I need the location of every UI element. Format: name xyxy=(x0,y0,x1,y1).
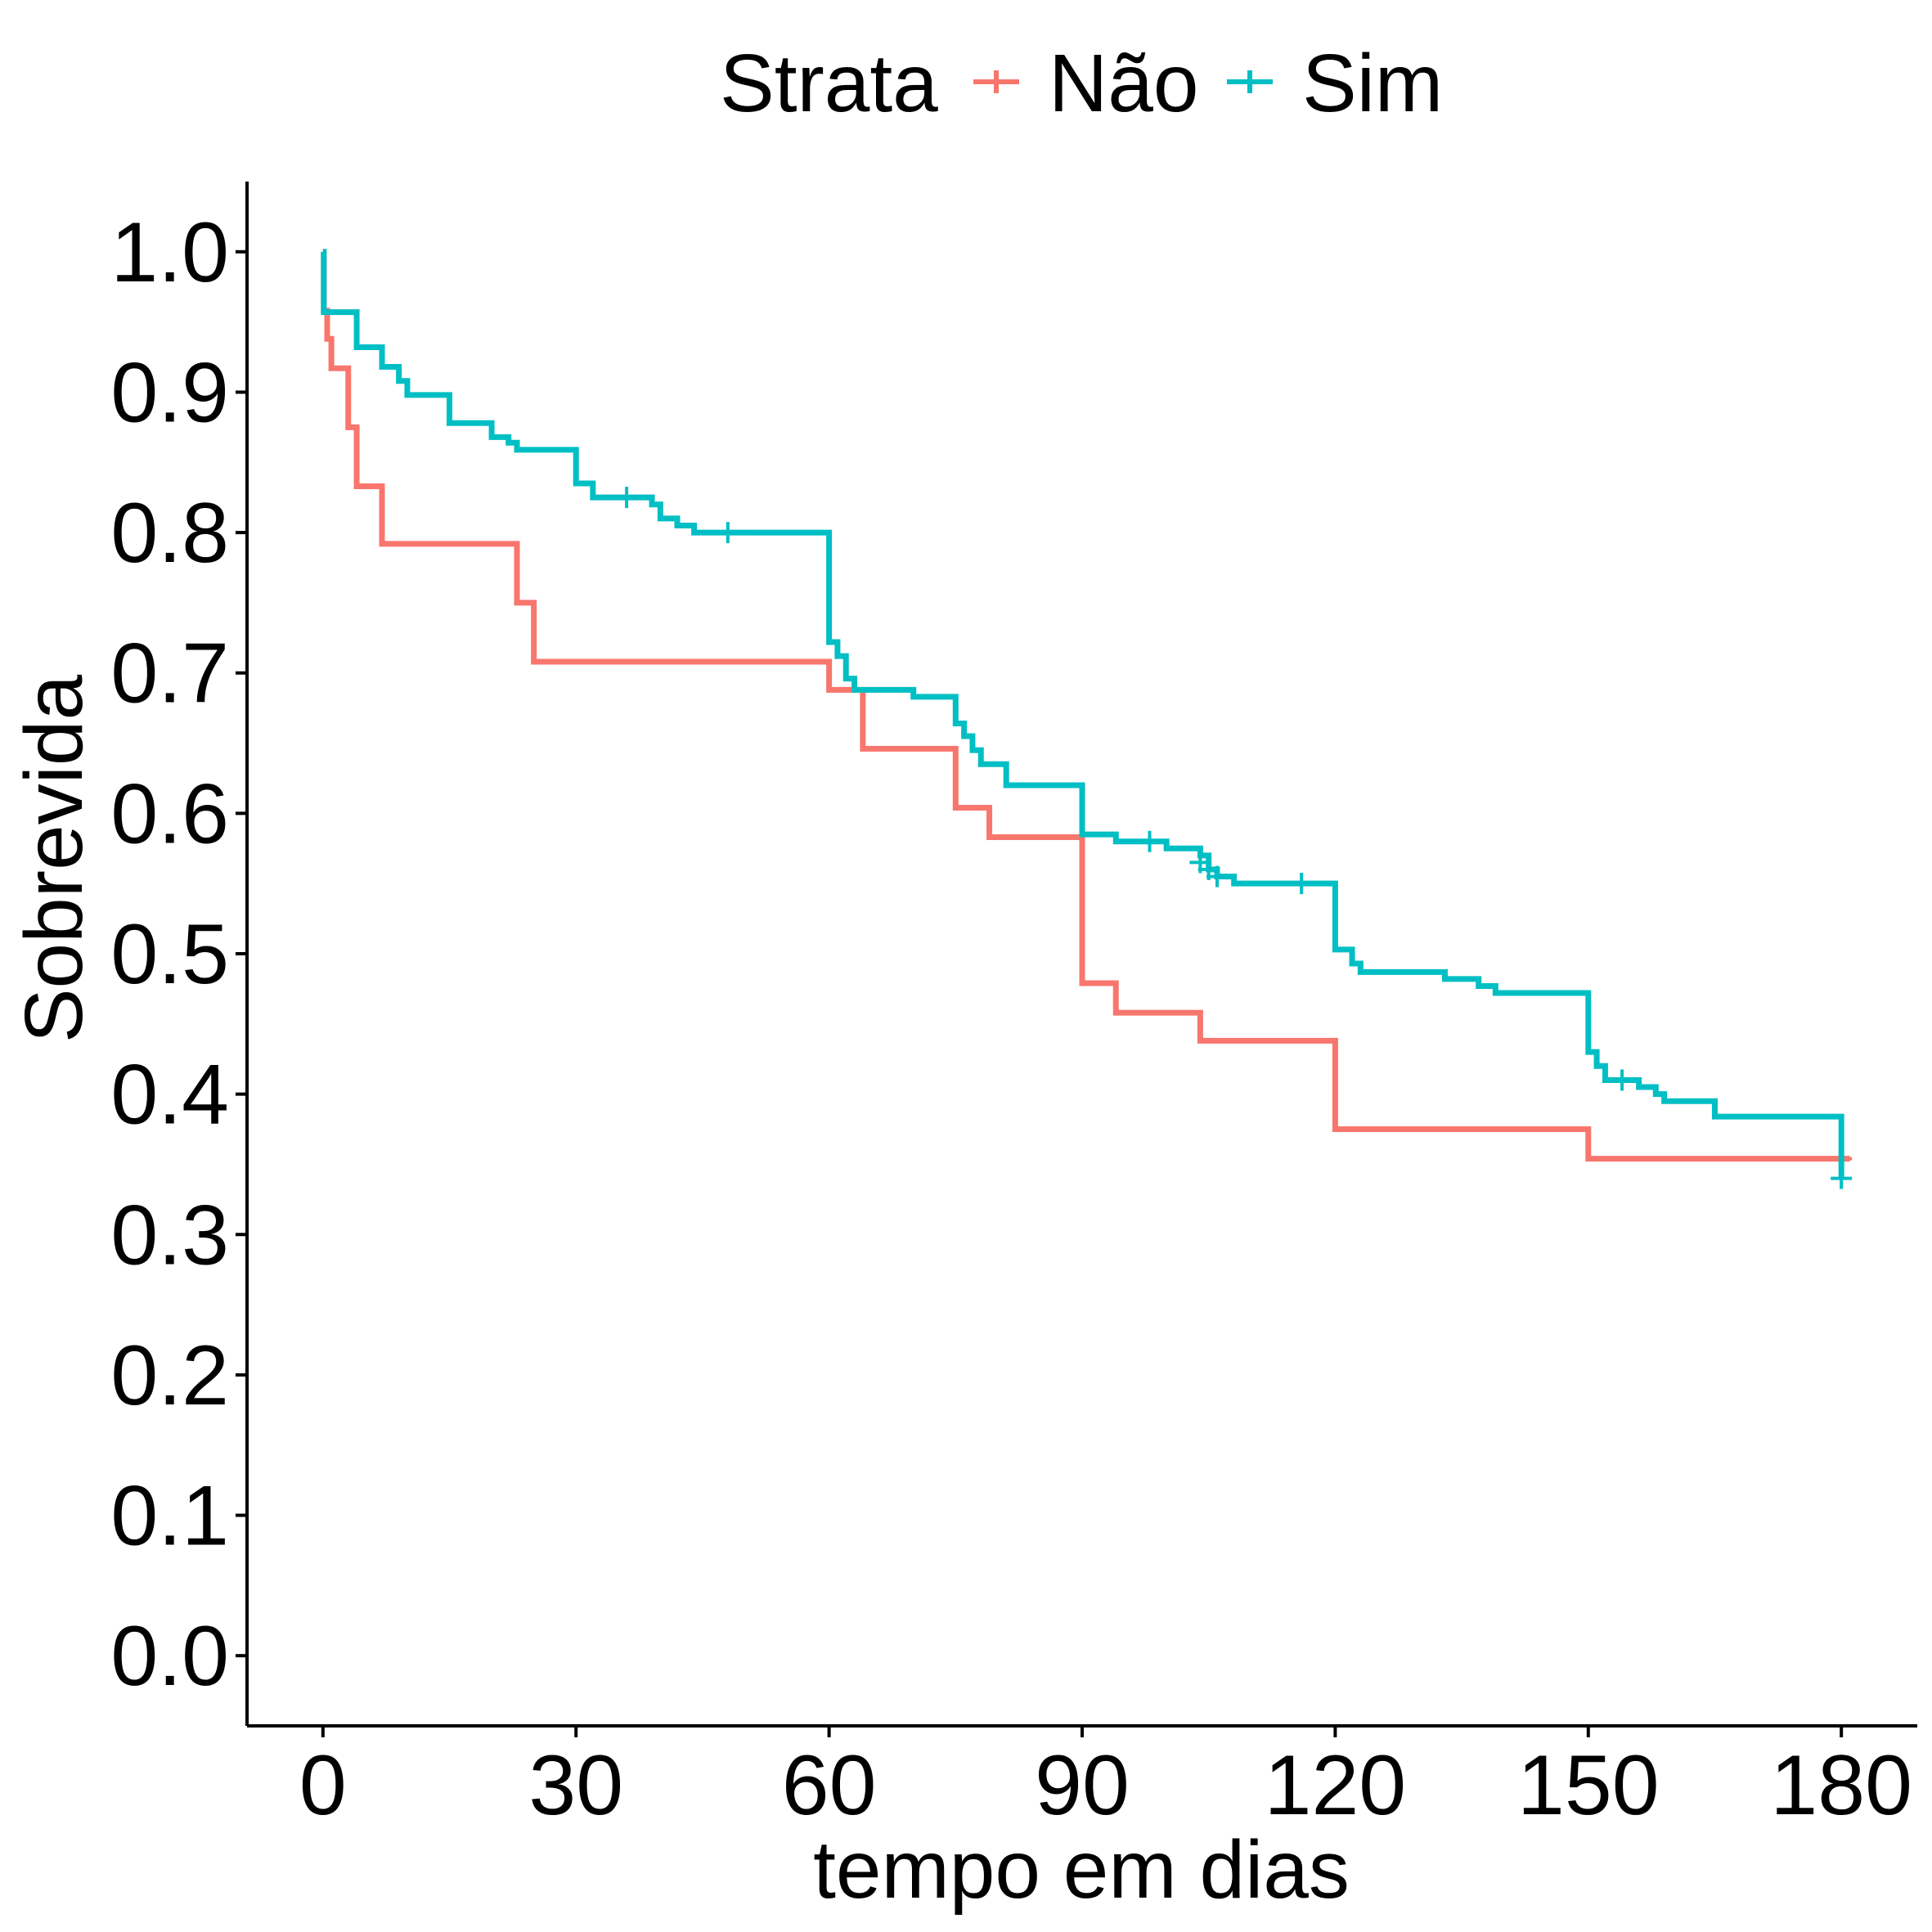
legend-item-sim: Sim xyxy=(1227,38,1443,129)
y-tick-label: 0.5 xyxy=(110,907,229,1002)
y-tick-label: 0.6 xyxy=(110,766,229,861)
y-tick-label: 0.9 xyxy=(110,345,229,440)
x-tick-label: 150 xyxy=(1517,1738,1660,1833)
censor-mark xyxy=(1206,865,1229,887)
y-tick-label: 0.8 xyxy=(110,486,229,581)
legend-key-sim xyxy=(1227,70,1273,93)
survival-curve-nao xyxy=(321,249,1850,1162)
x-tick-label: 120 xyxy=(1265,1738,1407,1833)
censor-mark xyxy=(717,522,739,544)
y-tick-label: 0.1 xyxy=(110,1469,229,1564)
legend-items: Não Sim xyxy=(973,38,1443,129)
legend-label-nao: Não xyxy=(1049,38,1198,129)
legend: Strata Não Sim xyxy=(720,38,1443,129)
x-tick-label: 0 xyxy=(299,1738,347,1833)
x-axis-title: tempo em dias xyxy=(813,1824,1350,1916)
y-tick-label: 0.7 xyxy=(110,627,229,721)
y-tick-label: 1.0 xyxy=(110,205,229,300)
censor-mark xyxy=(1139,830,1161,852)
legend-label-sim: Sim xyxy=(1302,38,1443,129)
censor-mark xyxy=(1291,873,1313,895)
axes: 0.0 0.1 0.2 0.3 0.4 0.5 0.6 0.7 0.8 0.9 1.0 0 30 60 90… xyxy=(110,182,1917,1833)
legend-key-nao xyxy=(973,70,1019,93)
censor-mark xyxy=(1611,1069,1633,1091)
legend-title: Strata xyxy=(720,38,938,129)
survival-curve-sim xyxy=(321,249,1844,1179)
plot-area xyxy=(321,249,1853,1189)
x-tick-label: 30 xyxy=(528,1738,623,1833)
y-axis-title: Sobrevida xyxy=(8,674,100,1043)
x-tick-label: 60 xyxy=(782,1738,877,1833)
x-tick-label: 180 xyxy=(1770,1738,1912,1833)
y-tick-label: 0.2 xyxy=(110,1328,229,1423)
censor-mark xyxy=(616,487,638,509)
legend-item-nao: Não xyxy=(973,38,1198,129)
censor-mark xyxy=(1831,1167,1853,1189)
y-tick-label: 0.0 xyxy=(110,1609,229,1704)
series-sim xyxy=(321,249,1853,1189)
series-nao xyxy=(321,249,1853,1170)
y-tick-label: 0.3 xyxy=(110,1188,229,1283)
x-tick-label: 90 xyxy=(1035,1738,1130,1833)
y-tick-label: 0.4 xyxy=(110,1048,229,1143)
